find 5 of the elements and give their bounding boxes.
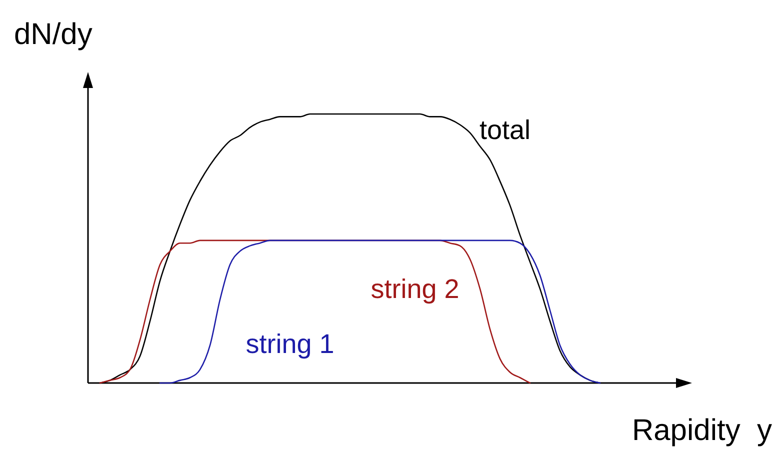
y-axis-title: dN/dy [14,18,92,51]
series-label: string 2 [370,274,460,304]
series-label: string 1 [246,329,334,359]
series-label: total [479,115,531,145]
x-axis-title: Rapidity y [632,414,772,447]
